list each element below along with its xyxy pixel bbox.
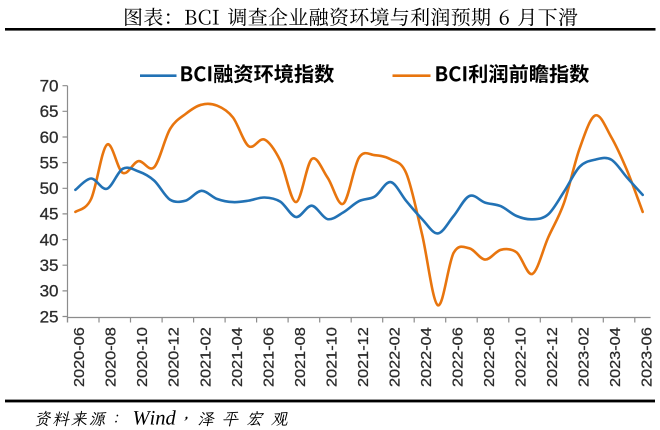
svg-text:2022-10: 2022-10: [513, 327, 529, 387]
svg-text:2022-06: 2022-06: [450, 327, 466, 387]
svg-text:70: 70: [40, 77, 59, 96]
svg-text:2022-12: 2022-12: [545, 327, 561, 387]
svg-text:2020-08: 2020-08: [104, 327, 120, 387]
svg-text:2021-10: 2021-10: [324, 327, 340, 387]
svg-text:35: 35: [40, 256, 59, 275]
svg-text:2022-08: 2022-08: [482, 327, 498, 387]
svg-text:2021-02: 2021-02: [198, 327, 214, 387]
svg-text:25: 25: [40, 307, 59, 326]
svg-text:2022-02: 2022-02: [387, 327, 403, 387]
svg-text:60: 60: [40, 128, 59, 147]
svg-text:2020-12: 2020-12: [167, 327, 183, 387]
svg-text:55: 55: [40, 153, 59, 172]
svg-text:2020-06: 2020-06: [72, 327, 88, 387]
svg-text:50: 50: [40, 179, 59, 198]
svg-text:2021-12: 2021-12: [356, 327, 372, 387]
svg-text:2023-04: 2023-04: [608, 327, 624, 387]
svg-text:2023-02: 2023-02: [576, 327, 592, 387]
svg-text:2022-04: 2022-04: [419, 327, 435, 387]
svg-text:2023-06: 2023-06: [639, 327, 655, 387]
svg-text:2021-04: 2021-04: [230, 327, 246, 387]
svg-text:45: 45: [40, 205, 59, 224]
svg-text:2021-08: 2021-08: [293, 327, 309, 387]
svg-text:40: 40: [40, 230, 59, 249]
svg-text:2020-10: 2020-10: [135, 327, 151, 387]
svg-text:65: 65: [40, 102, 59, 121]
svg-text:2021-06: 2021-06: [261, 327, 277, 387]
svg-text:30: 30: [40, 282, 59, 301]
